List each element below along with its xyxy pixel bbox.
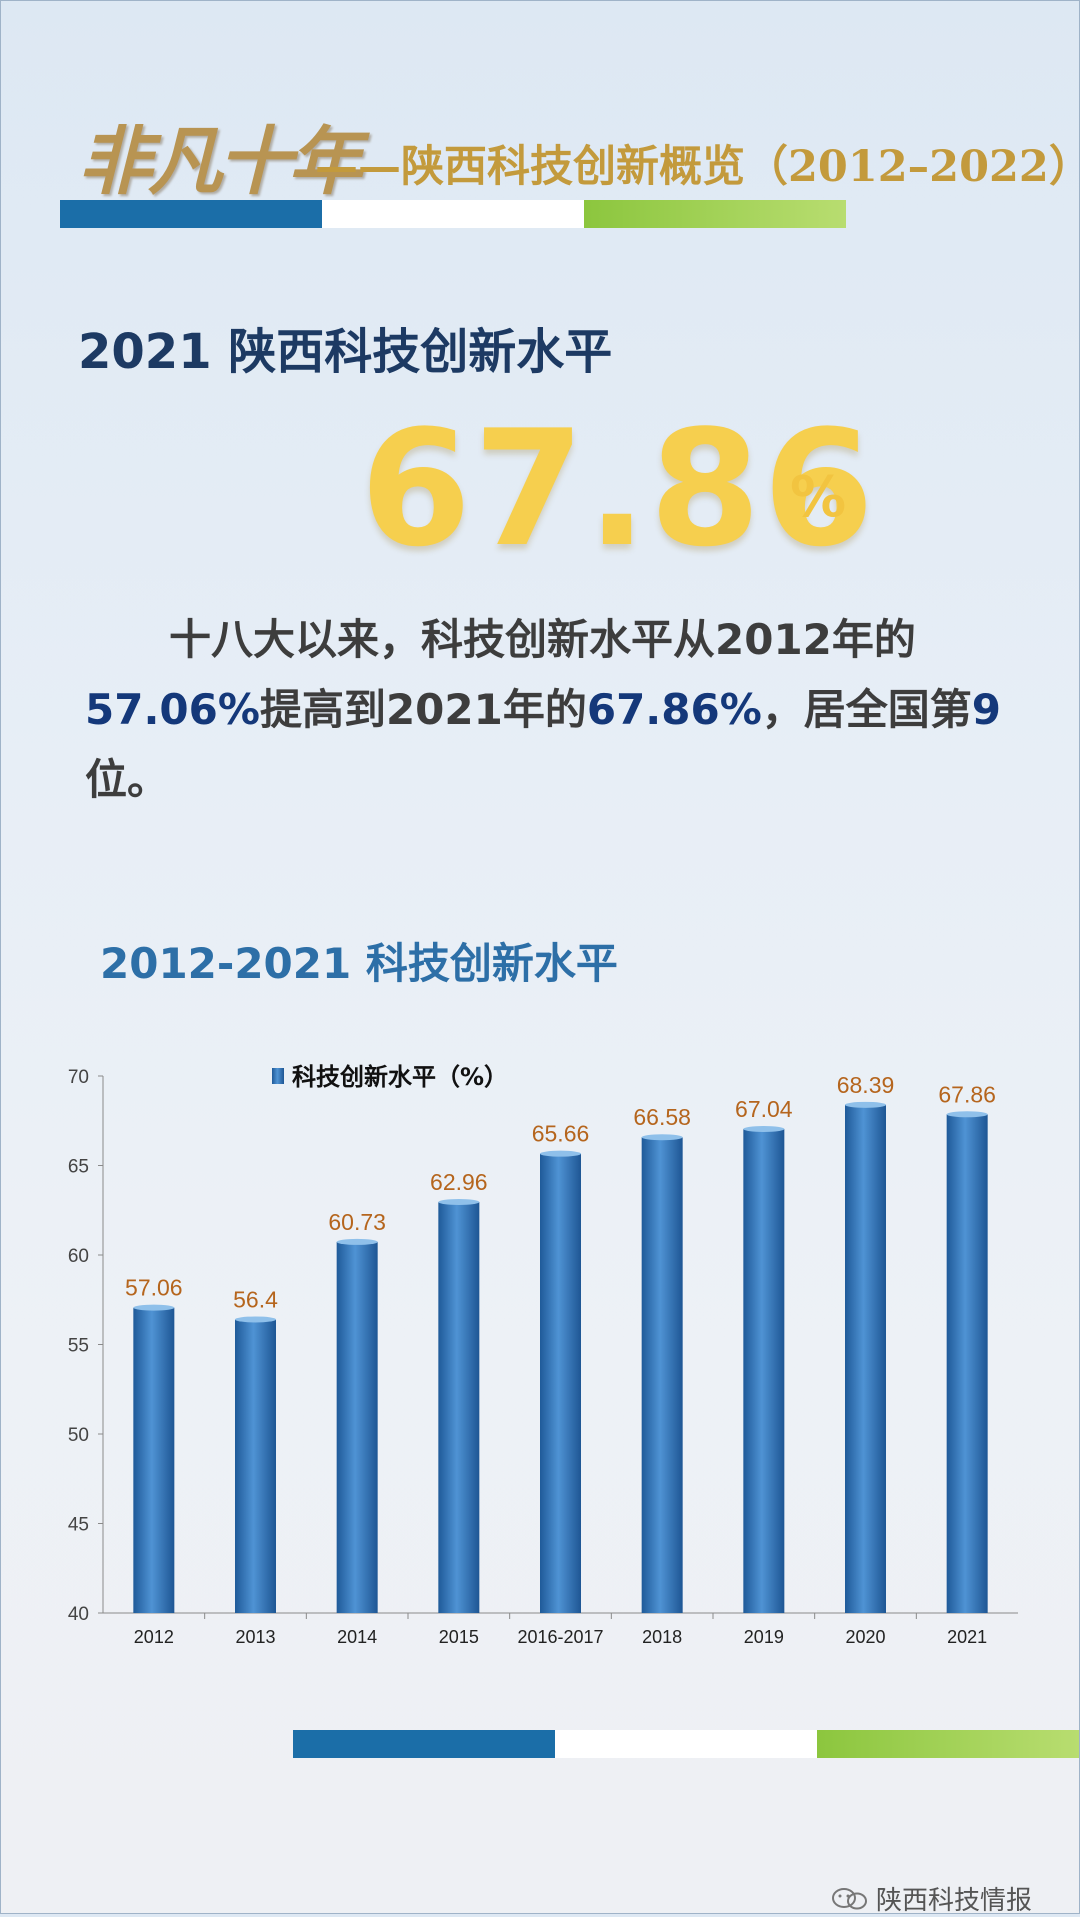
x-tick-label: 2016-2017 — [517, 1627, 603, 1647]
bar — [438, 1202, 480, 1613]
bottom-stripes — [293, 1730, 1079, 1758]
bar-top — [438, 1199, 480, 1206]
y-tick-label: 60 — [68, 1246, 89, 1267]
bar-top — [845, 1101, 886, 1108]
stripe-green — [584, 200, 846, 228]
x-tick-label: 2013 — [235, 1627, 275, 1647]
data-label: 66.58 — [633, 1104, 691, 1130]
header: 非凡十年 ——陕西科技创新概览（2012–2022） — [0, 100, 1080, 210]
x-tick-label: 2012 — [134, 1627, 174, 1647]
data-label: 65.66 — [532, 1121, 590, 1147]
stripe-blue — [293, 1730, 555, 1758]
bar-top — [540, 1150, 581, 1157]
x-tick-label: 2014 — [337, 1627, 377, 1647]
stripe-white — [322, 200, 584, 228]
bar — [743, 1128, 785, 1613]
bar — [540, 1153, 581, 1613]
stripe-blue — [60, 200, 322, 228]
bar-top — [336, 1238, 378, 1245]
top-stripes — [60, 200, 846, 228]
x-tick-label: 2020 — [845, 1627, 885, 1647]
bar — [641, 1137, 683, 1613]
y-tick-label: 65 — [68, 1157, 89, 1178]
data-label: 60.73 — [328, 1209, 386, 1235]
watermark-text: 陕西科技情报 — [876, 1886, 1033, 1916]
bar — [235, 1319, 276, 1613]
bar-top — [743, 1125, 785, 1132]
stripe-green — [817, 1730, 1079, 1758]
bar-top — [641, 1134, 683, 1141]
y-tick-label: 55 — [68, 1336, 89, 1357]
paragraph-value: 9 — [971, 685, 1002, 734]
chart-title: 2012-2021 科技创新水平 — [100, 939, 618, 988]
legend-swatch — [272, 1068, 284, 1084]
paragraph-text: 位。 — [85, 755, 170, 804]
section-heading: 2021 陕西科技创新水平 — [78, 324, 613, 380]
y-tick-label: 45 — [68, 1515, 89, 1536]
wechat-icon — [832, 1887, 867, 1909]
big-value-unit: % — [790, 465, 847, 530]
bar — [946, 1114, 988, 1613]
y-tick-label: 50 — [68, 1425, 89, 1446]
paragraph-text: ，居全国第 — [761, 685, 972, 734]
paragraph-value: 57.06% — [85, 685, 260, 734]
bar — [133, 1307, 175, 1613]
watermark: 陕西科技情报 — [830, 1880, 1032, 1917]
x-tick-label: 2015 — [439, 1627, 479, 1647]
x-tick-label: 2018 — [642, 1627, 682, 1647]
y-tick-label: 70 — [68, 1067, 89, 1088]
y-tick-label: 40 — [68, 1604, 89, 1625]
data-label: 57.06 — [125, 1275, 183, 1301]
x-tick-label: 2019 — [744, 1627, 784, 1647]
header-title: ——陕西科技创新概览（2012–2022） — [315, 142, 1080, 192]
paragraph-text: 提高到2021年的 — [259, 685, 587, 734]
stripe-white — [555, 1730, 817, 1758]
data-label: 67.86 — [938, 1081, 996, 1107]
paragraph-text: 十八大以来，科技创新水平从2012年的 — [169, 615, 916, 664]
bar-top — [235, 1316, 276, 1323]
big-value: 67.86 — [360, 395, 877, 582]
legend-label: 科技创新水平（%） — [292, 1063, 508, 1091]
paragraph-value: 67.86% — [586, 685, 762, 734]
data-label: 62.96 — [430, 1169, 488, 1195]
bar-top — [133, 1304, 175, 1311]
bar-top — [946, 1111, 988, 1118]
data-label: 67.04 — [735, 1096, 793, 1122]
data-label: 56.4 — [233, 1286, 278, 1312]
bar-chart: 40 45 50 55 60 65 70 57.06 2012 56.4 2013 60.73 2014… — [68, 1063, 1018, 1647]
calligraphy-title: 非凡十年 — [78, 119, 362, 205]
x-tick-label: 2021 — [947, 1627, 987, 1647]
bar — [845, 1104, 886, 1613]
bar — [336, 1241, 378, 1613]
summary-paragraph: 十八大以来，科技创新水平从2012年的 57.06%提高到2021年的67.86%… — [85, 605, 1005, 815]
data-label: 68.39 — [837, 1072, 895, 1098]
